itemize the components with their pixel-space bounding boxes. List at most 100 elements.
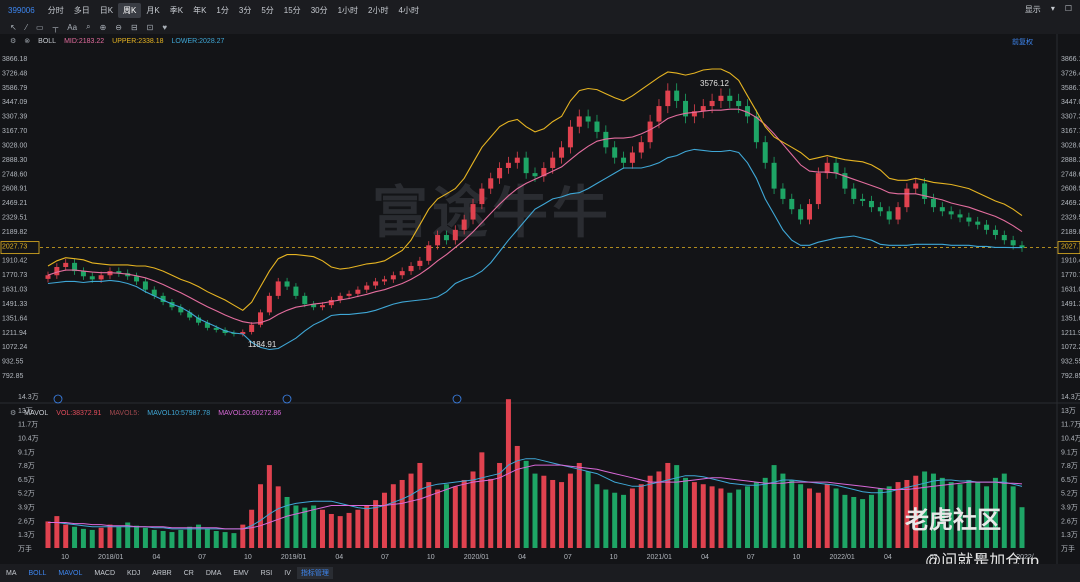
volume-bar	[213, 530, 219, 548]
tab-timeframe[interactable]: 3分	[238, 5, 252, 15]
tab-timeframe[interactable]: 5分	[261, 5, 274, 15]
tab-timeframe[interactable]: 2小时	[368, 5, 389, 15]
indicator-tab[interactable]: CR	[183, 569, 194, 577]
vol-tick-right: 11.7万	[1061, 421, 1080, 429]
indicator-tab[interactable]: RSI	[260, 569, 273, 577]
indicator-tab[interactable]: BOLL	[28, 569, 47, 577]
candle-body	[727, 95, 733, 101]
top-right-menu: 显示 ▾ ☐	[1025, 4, 1072, 15]
candle-body	[1019, 245, 1025, 248]
volume-bar	[559, 482, 565, 548]
stock-code[interactable]: 399006	[8, 5, 35, 15]
tab-timeframe[interactable]: 分时	[47, 5, 64, 15]
tab-timeframe[interactable]: 4小时	[398, 5, 419, 15]
price-tick-left: 2608.91	[2, 186, 27, 193]
indicator-tab[interactable]: ARBR	[152, 569, 172, 577]
volume-bar	[753, 482, 759, 548]
volume-bar	[302, 507, 308, 548]
volume-bar	[258, 484, 264, 548]
candle-body	[789, 198, 795, 210]
drawing-tool-icon[interactable]: ♥	[162, 22, 168, 32]
volume-bar	[541, 475, 547, 548]
volume-bar	[54, 516, 60, 548]
volume-bar	[886, 486, 892, 548]
volume-bar	[293, 505, 299, 548]
drawing-tool-icon[interactable]: ⊖	[115, 22, 122, 32]
volume-bar	[63, 524, 69, 548]
candle-body	[72, 262, 78, 272]
indicator-tab[interactable]: EMV	[233, 569, 249, 577]
vol-tick-left: 1.3万	[18, 531, 35, 539]
window-icon[interactable]: ☐	[1064, 4, 1072, 13]
indicator-tab[interactable]: KDJ	[127, 569, 141, 577]
candle-body	[461, 219, 467, 230]
vol-tick-left: 13万	[18, 407, 33, 415]
gear-icon[interactable]: ⚙	[10, 410, 17, 417]
volume-bar	[488, 478, 494, 548]
volume-bar	[948, 482, 954, 548]
volume-bar	[824, 484, 830, 548]
price-tick-left: 3726.48	[2, 70, 27, 77]
indicator-tab[interactable]: MA	[6, 569, 17, 577]
drawing-tool-icon[interactable]: ┬	[52, 22, 59, 32]
display-menu[interactable]: 显示	[1024, 5, 1041, 14]
drawing-tool-icon[interactable]: Aa	[67, 22, 78, 32]
drawing-tool-icon[interactable]: ⁄	[25, 22, 28, 32]
candle-body	[249, 324, 255, 332]
time-tick: 2022/	[1016, 554, 1034, 561]
volume-bar	[532, 473, 538, 548]
price-tick-right: 932.55	[1061, 359, 1080, 366]
indicator-tab[interactable]: DMA	[205, 569, 222, 577]
candle-body	[505, 162, 511, 168]
tab-timeframe[interactable]: 15分	[283, 5, 301, 15]
volume-bar	[373, 500, 379, 548]
adjust-label[interactable]: 前复权	[1012, 39, 1033, 46]
drawing-tool-icon[interactable]: ▭	[36, 22, 44, 32]
drawing-tool-icon[interactable]: ⌕	[86, 22, 91, 31]
tab-timeframe[interactable]: 1小时	[337, 5, 359, 15]
tab-timeframe[interactable]: 月K	[146, 5, 160, 15]
indicator-tab[interactable]: IV	[284, 569, 291, 577]
volume-bar	[700, 484, 706, 548]
candle-body	[399, 271, 405, 276]
chevron-down-icon[interactable]: ▾	[1050, 4, 1055, 13]
tab-timeframe[interactable]: 季K	[169, 5, 184, 15]
indicator-tab[interactable]: MAVOL	[58, 569, 83, 577]
tab-timeframe[interactable]: 30分	[310, 5, 328, 15]
timeframe-tabs: 分时 多日 日K 周K 月K 季K 年K 1分 3分 5分 15分 30分 1小时 2小时 4小时	[43, 2, 424, 18]
candle-body	[275, 281, 281, 296]
candle-body	[390, 275, 396, 280]
drawing-tool-icon[interactable]: ⊡	[146, 22, 154, 32]
tab-timeframe[interactable]: 日K	[99, 5, 114, 15]
candle-body	[984, 224, 990, 230]
price-tick-right: 1351.64	[1061, 315, 1080, 322]
mavol5-value: MAVOL5:	[109, 409, 140, 417]
adjust-selector[interactable]: 前复权	[1012, 37, 1033, 47]
volume-bar	[922, 471, 928, 548]
volume-bar	[160, 530, 166, 548]
close-icon[interactable]: ⊗	[24, 38, 31, 45]
boll-line-upper	[47, 68, 1023, 311]
tab-timeframe[interactable]: 1分	[216, 5, 229, 15]
volume-bar	[913, 475, 919, 548]
time-tick: 10	[610, 554, 618, 561]
volume-bar	[771, 465, 777, 548]
drawing-tool-icon[interactable]: ⊟	[130, 22, 138, 32]
volume-bar	[806, 488, 812, 548]
price-tick-right: 3028.00	[1061, 142, 1080, 149]
drawing-tool-icon[interactable]: ⊕	[99, 22, 107, 32]
tab-timeframe[interactable]: 多日	[73, 5, 90, 15]
tab-timeframe[interactable]: 年K	[193, 5, 207, 15]
volume-bar	[80, 528, 86, 548]
volume-bar	[240, 524, 246, 548]
volume-bar	[868, 494, 874, 548]
indicator-tab[interactable]: 指标管理	[296, 567, 333, 579]
gear-icon[interactable]: ⚙	[10, 38, 17, 45]
drawing-tool-icon[interactable]: ↖	[10, 22, 17, 32]
candle-body	[877, 207, 883, 212]
tab-timeframe[interactable]: 周K	[118, 2, 142, 18]
price-tick-right: 2608.91	[1061, 186, 1080, 193]
candle-body	[957, 214, 963, 218]
indicator-tab[interactable]: MACD	[94, 569, 116, 577]
